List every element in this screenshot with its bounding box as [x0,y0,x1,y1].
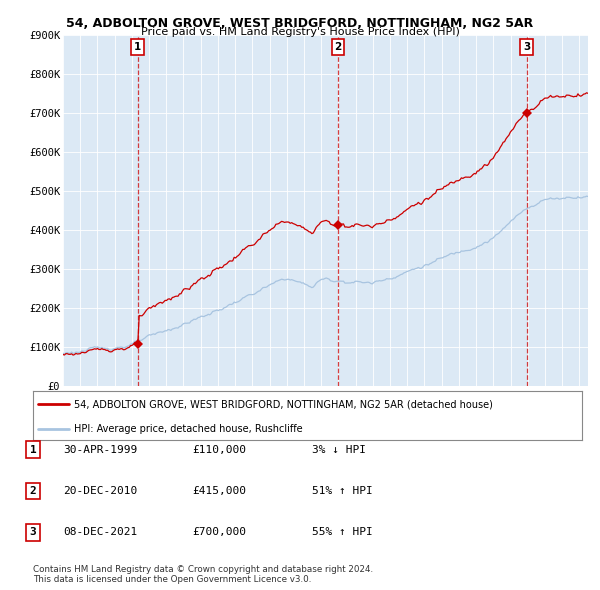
Text: 20-DEC-2010: 20-DEC-2010 [63,486,137,496]
Text: Contains HM Land Registry data © Crown copyright and database right 2024.
This d: Contains HM Land Registry data © Crown c… [33,565,373,584]
Text: Price paid vs. HM Land Registry's House Price Index (HPI): Price paid vs. HM Land Registry's House … [140,27,460,37]
Text: £415,000: £415,000 [192,486,246,496]
Text: £110,000: £110,000 [192,445,246,454]
Text: 51% ↑ HPI: 51% ↑ HPI [312,486,373,496]
Text: 54, ADBOLTON GROVE, WEST BRIDGFORD, NOTTINGHAM, NG2 5AR (detached house): 54, ADBOLTON GROVE, WEST BRIDGFORD, NOTT… [74,399,493,409]
Text: 3: 3 [29,527,37,537]
Text: 1: 1 [29,445,37,454]
Text: HPI: Average price, detached house, Rushcliffe: HPI: Average price, detached house, Rush… [74,424,303,434]
Text: 3: 3 [523,42,530,52]
Text: 2: 2 [334,42,341,52]
Text: 3% ↓ HPI: 3% ↓ HPI [312,445,366,454]
Text: 55% ↑ HPI: 55% ↑ HPI [312,527,373,537]
Text: 08-DEC-2021: 08-DEC-2021 [63,527,137,537]
Text: £700,000: £700,000 [192,527,246,537]
Text: 2: 2 [29,486,37,496]
Text: 54, ADBOLTON GROVE, WEST BRIDGFORD, NOTTINGHAM, NG2 5AR: 54, ADBOLTON GROVE, WEST BRIDGFORD, NOTT… [67,17,533,30]
Text: 1: 1 [134,42,141,52]
Text: 30-APR-1999: 30-APR-1999 [63,445,137,454]
